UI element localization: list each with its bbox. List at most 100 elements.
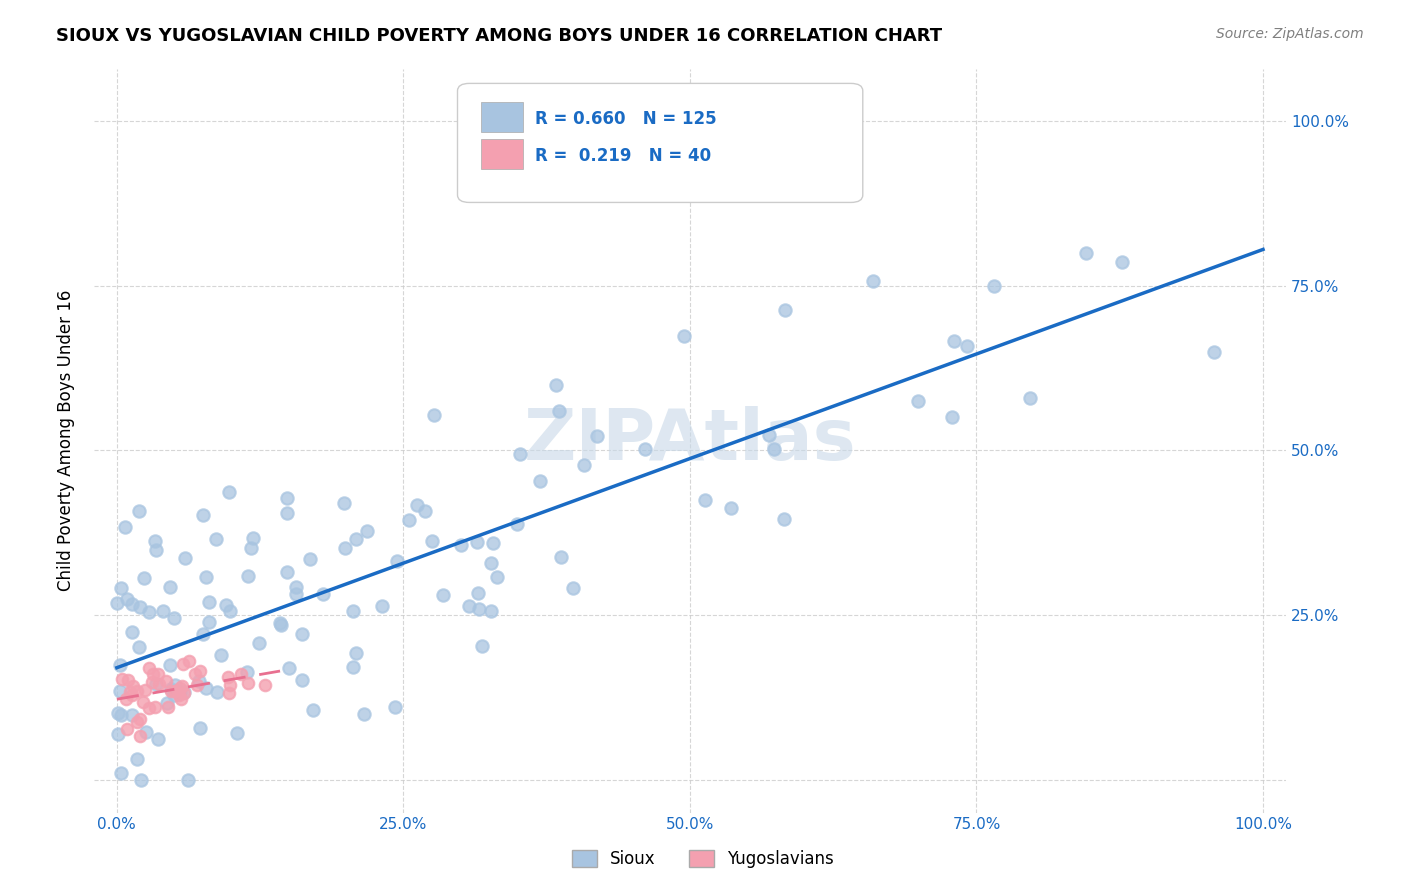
Point bbox=[198, 595, 221, 609]
Point bbox=[302, 702, 325, 716]
Point bbox=[121, 625, 143, 640]
Point bbox=[398, 513, 420, 527]
Point bbox=[548, 403, 571, 417]
Point bbox=[155, 673, 177, 688]
FancyBboxPatch shape bbox=[457, 83, 863, 202]
Point bbox=[450, 538, 472, 552]
Point bbox=[172, 679, 194, 693]
Point bbox=[215, 598, 238, 612]
Point bbox=[634, 442, 657, 457]
Point bbox=[110, 707, 132, 722]
Point bbox=[217, 670, 239, 684]
Point bbox=[186, 678, 208, 692]
Point bbox=[467, 602, 489, 616]
Text: R =  0.219   N = 40: R = 0.219 N = 40 bbox=[534, 146, 711, 164]
Point bbox=[125, 684, 148, 698]
Point bbox=[762, 442, 785, 457]
Point bbox=[159, 657, 181, 672]
Point bbox=[219, 678, 242, 692]
Point bbox=[720, 501, 742, 516]
Point bbox=[138, 700, 160, 714]
Point bbox=[482, 535, 505, 549]
Point bbox=[194, 681, 217, 695]
Point bbox=[163, 678, 186, 692]
Point bbox=[115, 591, 138, 606]
Point bbox=[173, 550, 195, 565]
Point bbox=[1018, 391, 1040, 405]
Point bbox=[156, 696, 179, 710]
Point bbox=[127, 714, 149, 729]
Point bbox=[110, 657, 132, 672]
Point bbox=[167, 686, 190, 700]
Point bbox=[332, 496, 354, 510]
Point bbox=[773, 303, 796, 318]
Point bbox=[432, 588, 454, 602]
Point bbox=[110, 765, 132, 780]
Point bbox=[773, 512, 796, 526]
Point bbox=[167, 689, 190, 703]
Point bbox=[152, 604, 174, 618]
Point bbox=[465, 535, 488, 549]
Point bbox=[122, 679, 145, 693]
Point bbox=[312, 587, 335, 601]
Point bbox=[121, 688, 143, 702]
Point bbox=[529, 475, 551, 489]
Point bbox=[146, 732, 169, 747]
Point bbox=[247, 636, 270, 650]
Point bbox=[107, 706, 129, 720]
Point bbox=[177, 655, 200, 669]
Point bbox=[943, 334, 966, 348]
Point bbox=[907, 394, 929, 409]
Point bbox=[344, 532, 367, 546]
Point bbox=[193, 508, 215, 522]
Point bbox=[107, 727, 129, 741]
Point bbox=[218, 685, 240, 699]
Point bbox=[218, 484, 240, 499]
Point bbox=[586, 428, 609, 442]
Point bbox=[276, 491, 298, 505]
Point bbox=[162, 688, 184, 702]
Point bbox=[145, 699, 167, 714]
Point bbox=[159, 580, 181, 594]
Point bbox=[110, 581, 132, 595]
Point bbox=[134, 682, 156, 697]
Point bbox=[546, 378, 568, 392]
Point bbox=[145, 542, 167, 557]
Point bbox=[145, 677, 167, 691]
Point bbox=[1204, 344, 1226, 359]
Point bbox=[160, 682, 183, 697]
Point bbox=[862, 274, 884, 288]
Point bbox=[190, 721, 212, 735]
Point bbox=[270, 618, 292, 632]
Point bbox=[941, 409, 963, 424]
Point bbox=[141, 675, 163, 690]
Point bbox=[342, 659, 364, 673]
Point bbox=[169, 685, 191, 699]
Point bbox=[191, 626, 214, 640]
Bar bbox=[481, 139, 523, 169]
Point bbox=[285, 580, 308, 594]
Point bbox=[956, 339, 979, 353]
Point bbox=[550, 549, 572, 564]
Point bbox=[236, 665, 259, 679]
Point bbox=[183, 667, 205, 681]
Point bbox=[128, 504, 150, 518]
Point bbox=[205, 532, 228, 546]
Point bbox=[458, 599, 481, 613]
Point bbox=[467, 586, 489, 600]
Point bbox=[422, 408, 444, 422]
Point bbox=[471, 639, 494, 653]
Point bbox=[333, 541, 356, 555]
Point bbox=[115, 723, 138, 737]
Point bbox=[276, 565, 298, 579]
Point bbox=[298, 552, 321, 566]
Point bbox=[148, 677, 170, 691]
Point bbox=[121, 597, 143, 611]
Point bbox=[132, 695, 155, 709]
Point bbox=[160, 684, 183, 698]
Point bbox=[239, 541, 262, 556]
Point bbox=[138, 661, 160, 675]
Point bbox=[226, 725, 249, 739]
Point bbox=[236, 569, 259, 583]
Point bbox=[509, 447, 531, 461]
